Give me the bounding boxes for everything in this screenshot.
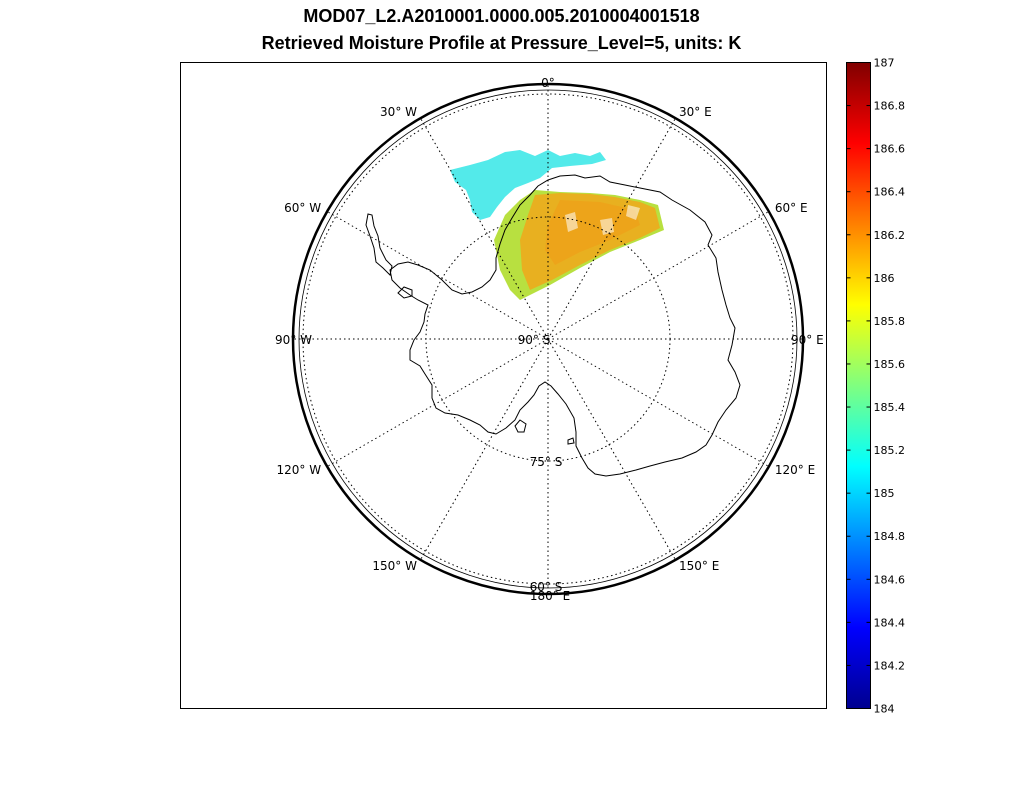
- meridian-label: 90° W: [275, 333, 312, 347]
- meridian-label: 60° E: [775, 201, 808, 215]
- colorbar-ticks: 184 184.2 184.4 184.6 184.8 185 185.2 185.4 185.…: [846, 57, 906, 716]
- colorbar-tick-label: 184.4: [874, 616, 906, 629]
- meridian-label: 150° W: [372, 559, 417, 573]
- swath-gaps: [565, 205, 640, 235]
- map-boundary-circle: [291, 82, 805, 596]
- meridian-label: 90° E: [791, 333, 824, 347]
- colorbar-tick-label: 185.4: [874, 401, 906, 414]
- colorbar-tick-label: 184.8: [874, 530, 906, 543]
- colorbar-tick-label: 186.6: [874, 143, 906, 156]
- parallel-label: 75° S: [530, 455, 563, 469]
- meridian-label: 60° W: [284, 201, 321, 215]
- colorbar-tick-label: 185.2: [874, 444, 906, 457]
- colorbar-tick-label: 187: [874, 57, 895, 70]
- graticule-labels: 0° 30° E 60° E 90° E 120° E 150° E 180° E 150° …: [275, 76, 824, 603]
- map-boundary-circle-inner: [298, 89, 798, 589]
- colorbar-tick-label: 184.6: [874, 573, 906, 586]
- antarctica-coastline: [365, 174, 741, 477]
- meridian-label: 150° E: [679, 559, 719, 573]
- swath-cyan-fringe: [450, 150, 606, 220]
- meridian-label: 180° E: [530, 589, 570, 603]
- colorbar-tick-label: 186.8: [874, 100, 906, 113]
- colorbar-tick-label: 185: [874, 487, 895, 500]
- colorbar-tick-label: 186: [874, 272, 895, 285]
- colorbar-tick-label: 184: [874, 703, 895, 716]
- colorbar: [846, 62, 871, 709]
- parallel-label: 60° S: [530, 580, 563, 594]
- colorbar-tick-label: 186.2: [874, 229, 906, 242]
- meridian-line: [547, 117, 676, 340]
- colorbar-tick-label: 185.8: [874, 315, 906, 328]
- meridian-label: 0°: [541, 76, 555, 90]
- meridian-line: [420, 117, 549, 340]
- meridian-label: 30° W: [380, 105, 417, 119]
- graticule: [293, 84, 803, 594]
- colorbar-tick-label: 186.4: [874, 186, 906, 199]
- meridian-line: [547, 211, 770, 340]
- colorbar-tick-label: 185.6: [874, 358, 906, 371]
- parallel-line: [302, 93, 794, 585]
- meridian-line: [420, 338, 549, 561]
- meridian-label: 120° E: [775, 463, 815, 477]
- meridian-line: [326, 211, 549, 340]
- meridian-line: [547, 338, 770, 467]
- meridian-line: [547, 338, 676, 561]
- chart-title: MOD07_L2.A2010001.0000.005.2010004001518: [303, 6, 700, 26]
- meridian-label: 120° W: [277, 463, 322, 477]
- chart-subtitle: Retrieved Moisture Profile at Pressure_L…: [261, 33, 742, 53]
- meridian-label: 30° E: [679, 105, 712, 119]
- parallel-label: 90° S: [518, 333, 551, 347]
- meridian-line: [326, 338, 549, 467]
- colorbar-tick-label: 184.2: [874, 659, 906, 672]
